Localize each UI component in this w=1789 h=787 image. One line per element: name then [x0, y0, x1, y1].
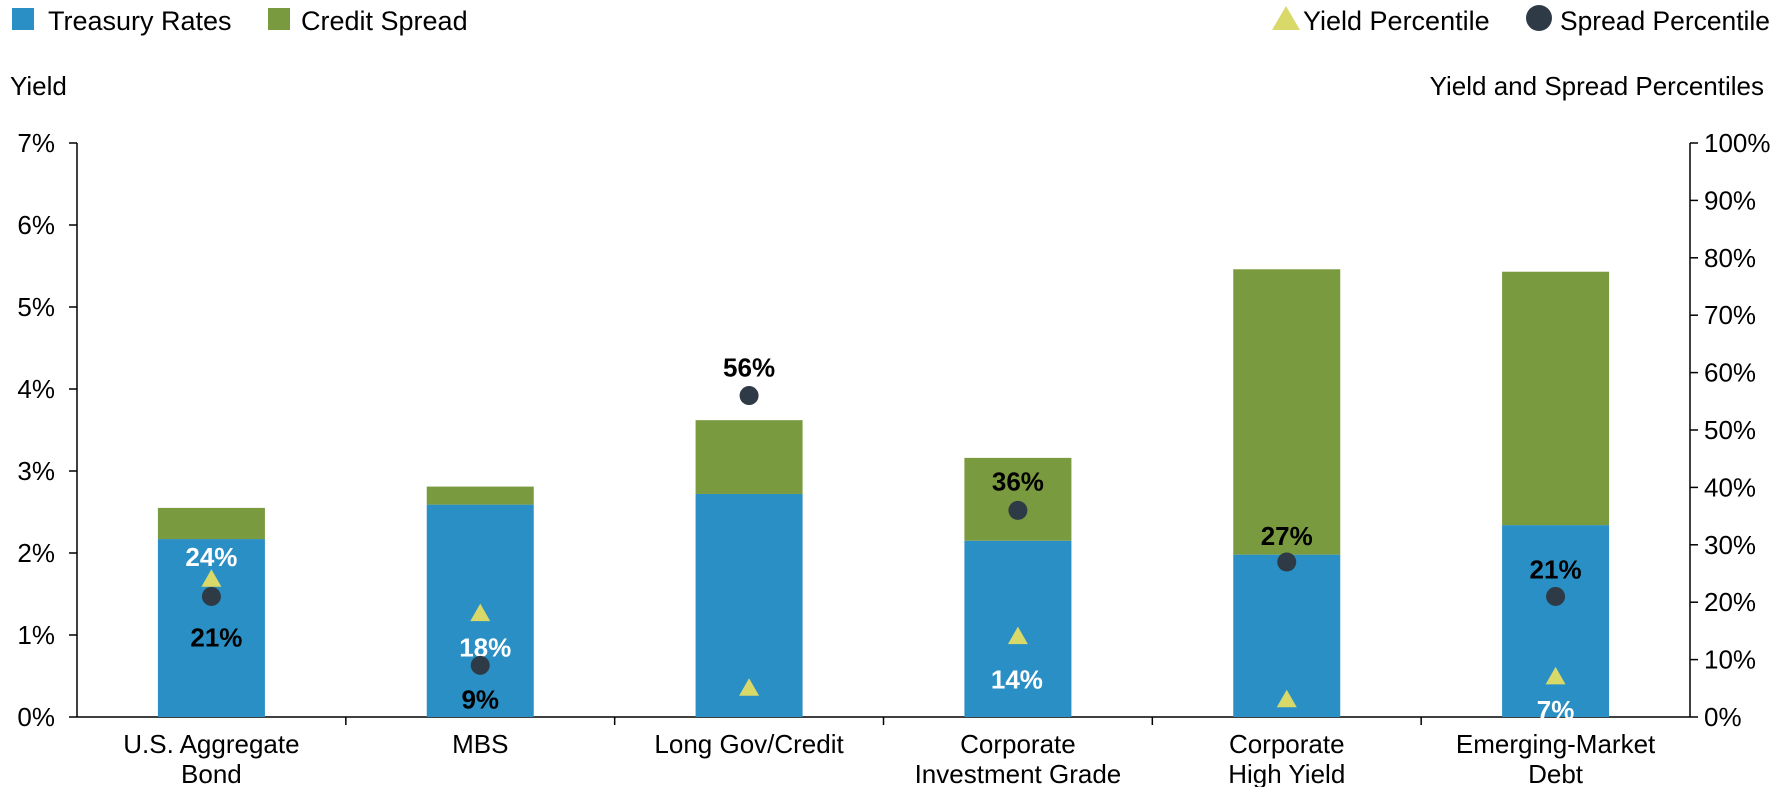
legend-label-spread-percentile: Spread Percentile [1560, 6, 1770, 36]
spread-percentile-marker [201, 586, 221, 606]
category-label: Corporate [1229, 729, 1345, 759]
right-axis-title: Yield and Spread Percentiles [1430, 71, 1764, 101]
percentile-markers: 24%21%18%9%5%56%14%36%3%27%7%21% [185, 353, 1581, 787]
spread-percentile-label: 21% [1530, 554, 1582, 584]
right-tick-label: 100% [1704, 128, 1771, 158]
legend-label-yield-percentile: Yield Percentile [1303, 6, 1490, 36]
right-tick-label: 90% [1704, 185, 1756, 215]
bar-credit-spread [426, 486, 534, 505]
spread-percentile-label: 21% [190, 622, 242, 652]
yield-percentile-label: 24% [185, 542, 237, 572]
left-tick-label: 1% [17, 620, 55, 650]
category-label: MBS [452, 729, 508, 759]
left-tick-label: 2% [17, 538, 55, 568]
yield-percentile-marker [739, 678, 760, 696]
yield-percentile-label: 5% [735, 714, 773, 744]
right-tick-label: 20% [1704, 587, 1756, 617]
spread-percentile-marker [1277, 552, 1297, 572]
legend-swatch-treasury [12, 8, 34, 30]
yield-percentile-label: 14% [991, 665, 1043, 695]
right-tick-label: 50% [1704, 415, 1756, 445]
spread-percentile-marker [739, 386, 759, 406]
right-tick-label: 30% [1704, 530, 1756, 560]
yield-percentile-marker [1545, 666, 1566, 685]
right-tick-label: 70% [1704, 300, 1756, 330]
bar-credit-spread [964, 457, 1072, 541]
category-label: U.S. Aggregate [123, 729, 299, 759]
left-tick-label: 3% [17, 456, 55, 486]
spread-percentile-label: 56% [723, 353, 775, 383]
right-tick-label: 80% [1704, 243, 1756, 273]
yield-percentile-marker [1007, 626, 1028, 645]
category-label: Bond [181, 759, 242, 787]
yield-percentile-label: 7% [1537, 695, 1575, 725]
bar-treasury-rates [157, 539, 265, 717]
bars [157, 269, 1610, 717]
category-label: Debt [1528, 759, 1584, 787]
category-ticks [345, 717, 1422, 725]
right-tick-label: 40% [1704, 472, 1756, 502]
left-tick-label: 0% [17, 702, 55, 732]
left-tick-label: 7% [17, 128, 55, 158]
spread-percentile-marker [1008, 500, 1028, 520]
bar-credit-spread [695, 420, 803, 494]
spread-percentile-label: 9% [461, 684, 499, 714]
legend: Treasury Rates Credit Spread Yield Perce… [12, 5, 1770, 36]
spread-percentile-marker [1546, 586, 1566, 606]
category-label: Corporate [960, 729, 1076, 759]
legend-label-spread: Credit Spread [301, 6, 468, 36]
legend-marker-yield-percentile [1272, 6, 1300, 30]
left-axis-title: Yield [10, 71, 67, 101]
right-axis-ticks: 0% 10% 20% 30% 40% 50% 60% 70% 80% 90% 100% [1690, 128, 1771, 732]
right-tick-label: 0% [1704, 702, 1742, 732]
left-axis-ticks: 0% 1% 2% 3% 4% 5% 6% 7% [17, 128, 77, 732]
yield-percentile-label: 3% [1270, 783, 1308, 787]
legend-swatch-spread [268, 8, 290, 30]
bar-credit-spread [1502, 271, 1610, 526]
legend-label-treasury: Treasury Rates [48, 6, 232, 36]
category-label: Investment Grade [915, 759, 1122, 787]
bar-credit-spread [1233, 269, 1341, 555]
yield-percentile-marker [470, 603, 491, 622]
legend-marker-spread-percentile [1526, 5, 1552, 31]
bar-credit-spread [157, 507, 265, 540]
category-label: High Yield [1228, 759, 1345, 787]
yield-percentile-marker [201, 569, 222, 587]
left-tick-label: 6% [17, 210, 55, 240]
category-label: Emerging-Market [1456, 729, 1656, 759]
left-tick-label: 4% [17, 374, 55, 404]
spread-percentile-label: 27% [1261, 521, 1313, 551]
spread-percentile-marker [470, 655, 490, 675]
yield-percentile-marker [1276, 689, 1297, 708]
right-tick-label: 10% [1704, 645, 1756, 675]
right-tick-label: 60% [1704, 358, 1756, 388]
spread-percentile-label: 36% [992, 466, 1044, 496]
left-tick-label: 5% [17, 292, 55, 322]
bar-treasury-rates [1502, 525, 1610, 717]
category-label: Long Gov/Credit [654, 729, 844, 759]
